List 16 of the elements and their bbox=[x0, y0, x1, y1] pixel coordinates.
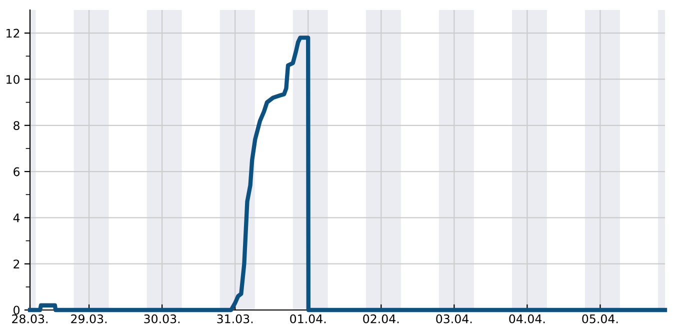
x-tick-label: 01.04. bbox=[290, 314, 326, 324]
y-tick-label: 8 bbox=[14, 121, 20, 130]
x-tick-label: 03.04. bbox=[436, 314, 472, 324]
y-tick-label: 6 bbox=[14, 167, 20, 176]
x-tick-label: 29.03. bbox=[71, 314, 107, 324]
y-tick-label: 2 bbox=[14, 260, 20, 268]
x-tick-label: 28.03. bbox=[12, 314, 48, 324]
y-tick-label: 4 bbox=[13, 214, 20, 222]
x-tick-label: 02.04. bbox=[363, 314, 399, 324]
x-tick-label: 31.03. bbox=[217, 314, 253, 324]
x-tick-label: 05.04. bbox=[582, 314, 618, 324]
y-tick-label: 12 bbox=[6, 28, 20, 38]
y-tick-label: 0 bbox=[14, 306, 20, 315]
x-tick-label: 30.03. bbox=[144, 314, 180, 324]
y-tick-label: 10 bbox=[6, 74, 20, 84]
x-tick-label: 04.04. bbox=[509, 314, 545, 324]
